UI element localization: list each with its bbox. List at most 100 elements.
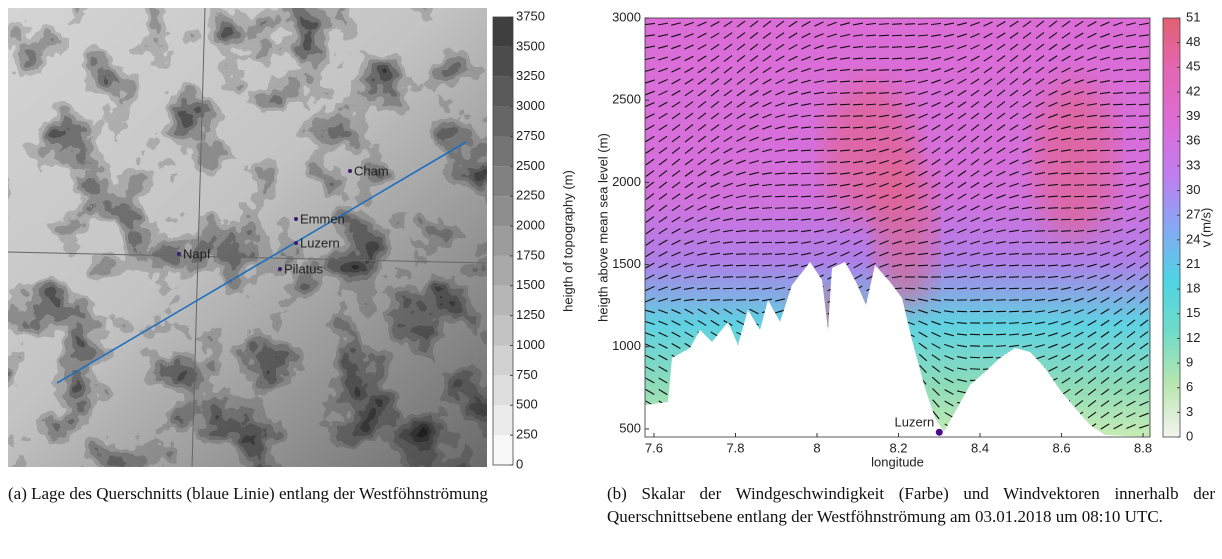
wind-vector (749, 20, 759, 28)
wind-vector (866, 160, 876, 164)
wind-vector (1087, 286, 1097, 291)
wind-vector (853, 194, 863, 199)
wind-vector (697, 217, 707, 222)
wind-vector (1035, 344, 1045, 348)
colorbar-tick-label: 3 (1186, 404, 1193, 419)
colorbar-band (493, 46, 513, 77)
wind-vector (787, 137, 799, 141)
wind-vector (969, 356, 981, 359)
wind-vector (1086, 195, 1098, 198)
wind-vector (827, 45, 837, 49)
colorbar (1163, 18, 1180, 437)
colorbar-tick-label: 3250 (516, 68, 545, 83)
wind-vector (1125, 115, 1137, 117)
wind-vector (1074, 67, 1084, 73)
wind-vector (736, 78, 746, 85)
wind-vector (671, 101, 681, 108)
wind-vector (1086, 161, 1098, 163)
wind-vector (787, 172, 799, 175)
colorbar-band (493, 76, 513, 107)
wind-vector (826, 103, 838, 106)
wind-vector (710, 229, 720, 233)
wind-vector (905, 205, 915, 211)
wind-vector (813, 91, 825, 95)
wind-vector (762, 148, 772, 153)
wind-vector (918, 298, 928, 302)
wind-vector (1022, 148, 1032, 153)
wind-vector (944, 181, 954, 189)
wind-vector (840, 217, 850, 222)
wind-vector (710, 21, 720, 27)
wind-vector (879, 137, 889, 141)
wind-vector (697, 112, 707, 120)
wind-vector (1022, 32, 1032, 39)
wind-vector (1047, 241, 1059, 244)
wind-vector (722, 264, 734, 267)
wind-vector (944, 240, 954, 245)
wind-vector (970, 147, 980, 154)
wind-vector (1126, 400, 1136, 407)
wind-vector (1100, 365, 1110, 373)
wind-vector (788, 67, 798, 73)
wind-vector (684, 216, 694, 223)
wind-vector (826, 206, 838, 210)
wind-vector (956, 322, 968, 324)
wind-vector (891, 69, 903, 71)
wind-vector (878, 46, 890, 48)
wind-vector (1113, 354, 1123, 361)
wind-vector (957, 205, 967, 211)
wind-vector (710, 124, 720, 131)
wind-vector (905, 91, 915, 95)
wind-vector (788, 102, 798, 107)
wind-vector (774, 195, 786, 198)
wind-vector (1126, 365, 1136, 373)
wind-vector (1022, 55, 1032, 62)
wind-vector (1099, 115, 1111, 117)
wind-vector (1113, 21, 1123, 27)
wind-vector (645, 366, 655, 372)
wind-vector (645, 124, 655, 131)
wind-vector (918, 79, 928, 84)
wind-vector (826, 149, 838, 152)
y-axis-label: heigth above mean sea level (m) (595, 133, 610, 322)
wind-vector (697, 124, 707, 131)
wind-vector (800, 149, 812, 152)
wind-vector (865, 22, 877, 26)
wind-vector (865, 57, 877, 60)
wind-vector (735, 206, 747, 210)
wind-vector (710, 32, 720, 39)
wind-vector (943, 299, 955, 301)
wind-vector (1099, 80, 1111, 83)
wind-vector (1087, 411, 1097, 419)
wind-vector (684, 205, 694, 211)
wind-vector (891, 91, 903, 95)
wind-vector (1086, 138, 1098, 140)
wind-vector (957, 55, 967, 62)
wind-vector (645, 239, 655, 246)
wind-vector (905, 194, 915, 199)
wind-vector (1113, 411, 1123, 419)
wind-vector (944, 411, 954, 419)
wind-field (645, 18, 1150, 437)
wind-vector (1112, 161, 1124, 163)
wind-vector (645, 309, 655, 314)
wind-vector (931, 205, 941, 211)
wind-vector (1100, 319, 1110, 327)
wind-vector (658, 274, 668, 280)
wind-vector (917, 34, 929, 37)
wind-vector (996, 135, 1006, 143)
wind-vector (762, 32, 772, 39)
wind-vector (1048, 343, 1058, 349)
wind-vector (904, 23, 916, 25)
wind-vector (943, 310, 955, 313)
wind-vector (956, 333, 968, 336)
wind-vector (957, 240, 967, 245)
wind-vector (970, 135, 980, 143)
wind-vector (1073, 218, 1085, 221)
wind-vector (697, 252, 707, 256)
wind-vector (671, 343, 681, 349)
wind-vector (775, 32, 785, 39)
wind-vector (1047, 207, 1059, 209)
wind-vector (684, 124, 694, 131)
wind-vector (1060, 184, 1072, 186)
